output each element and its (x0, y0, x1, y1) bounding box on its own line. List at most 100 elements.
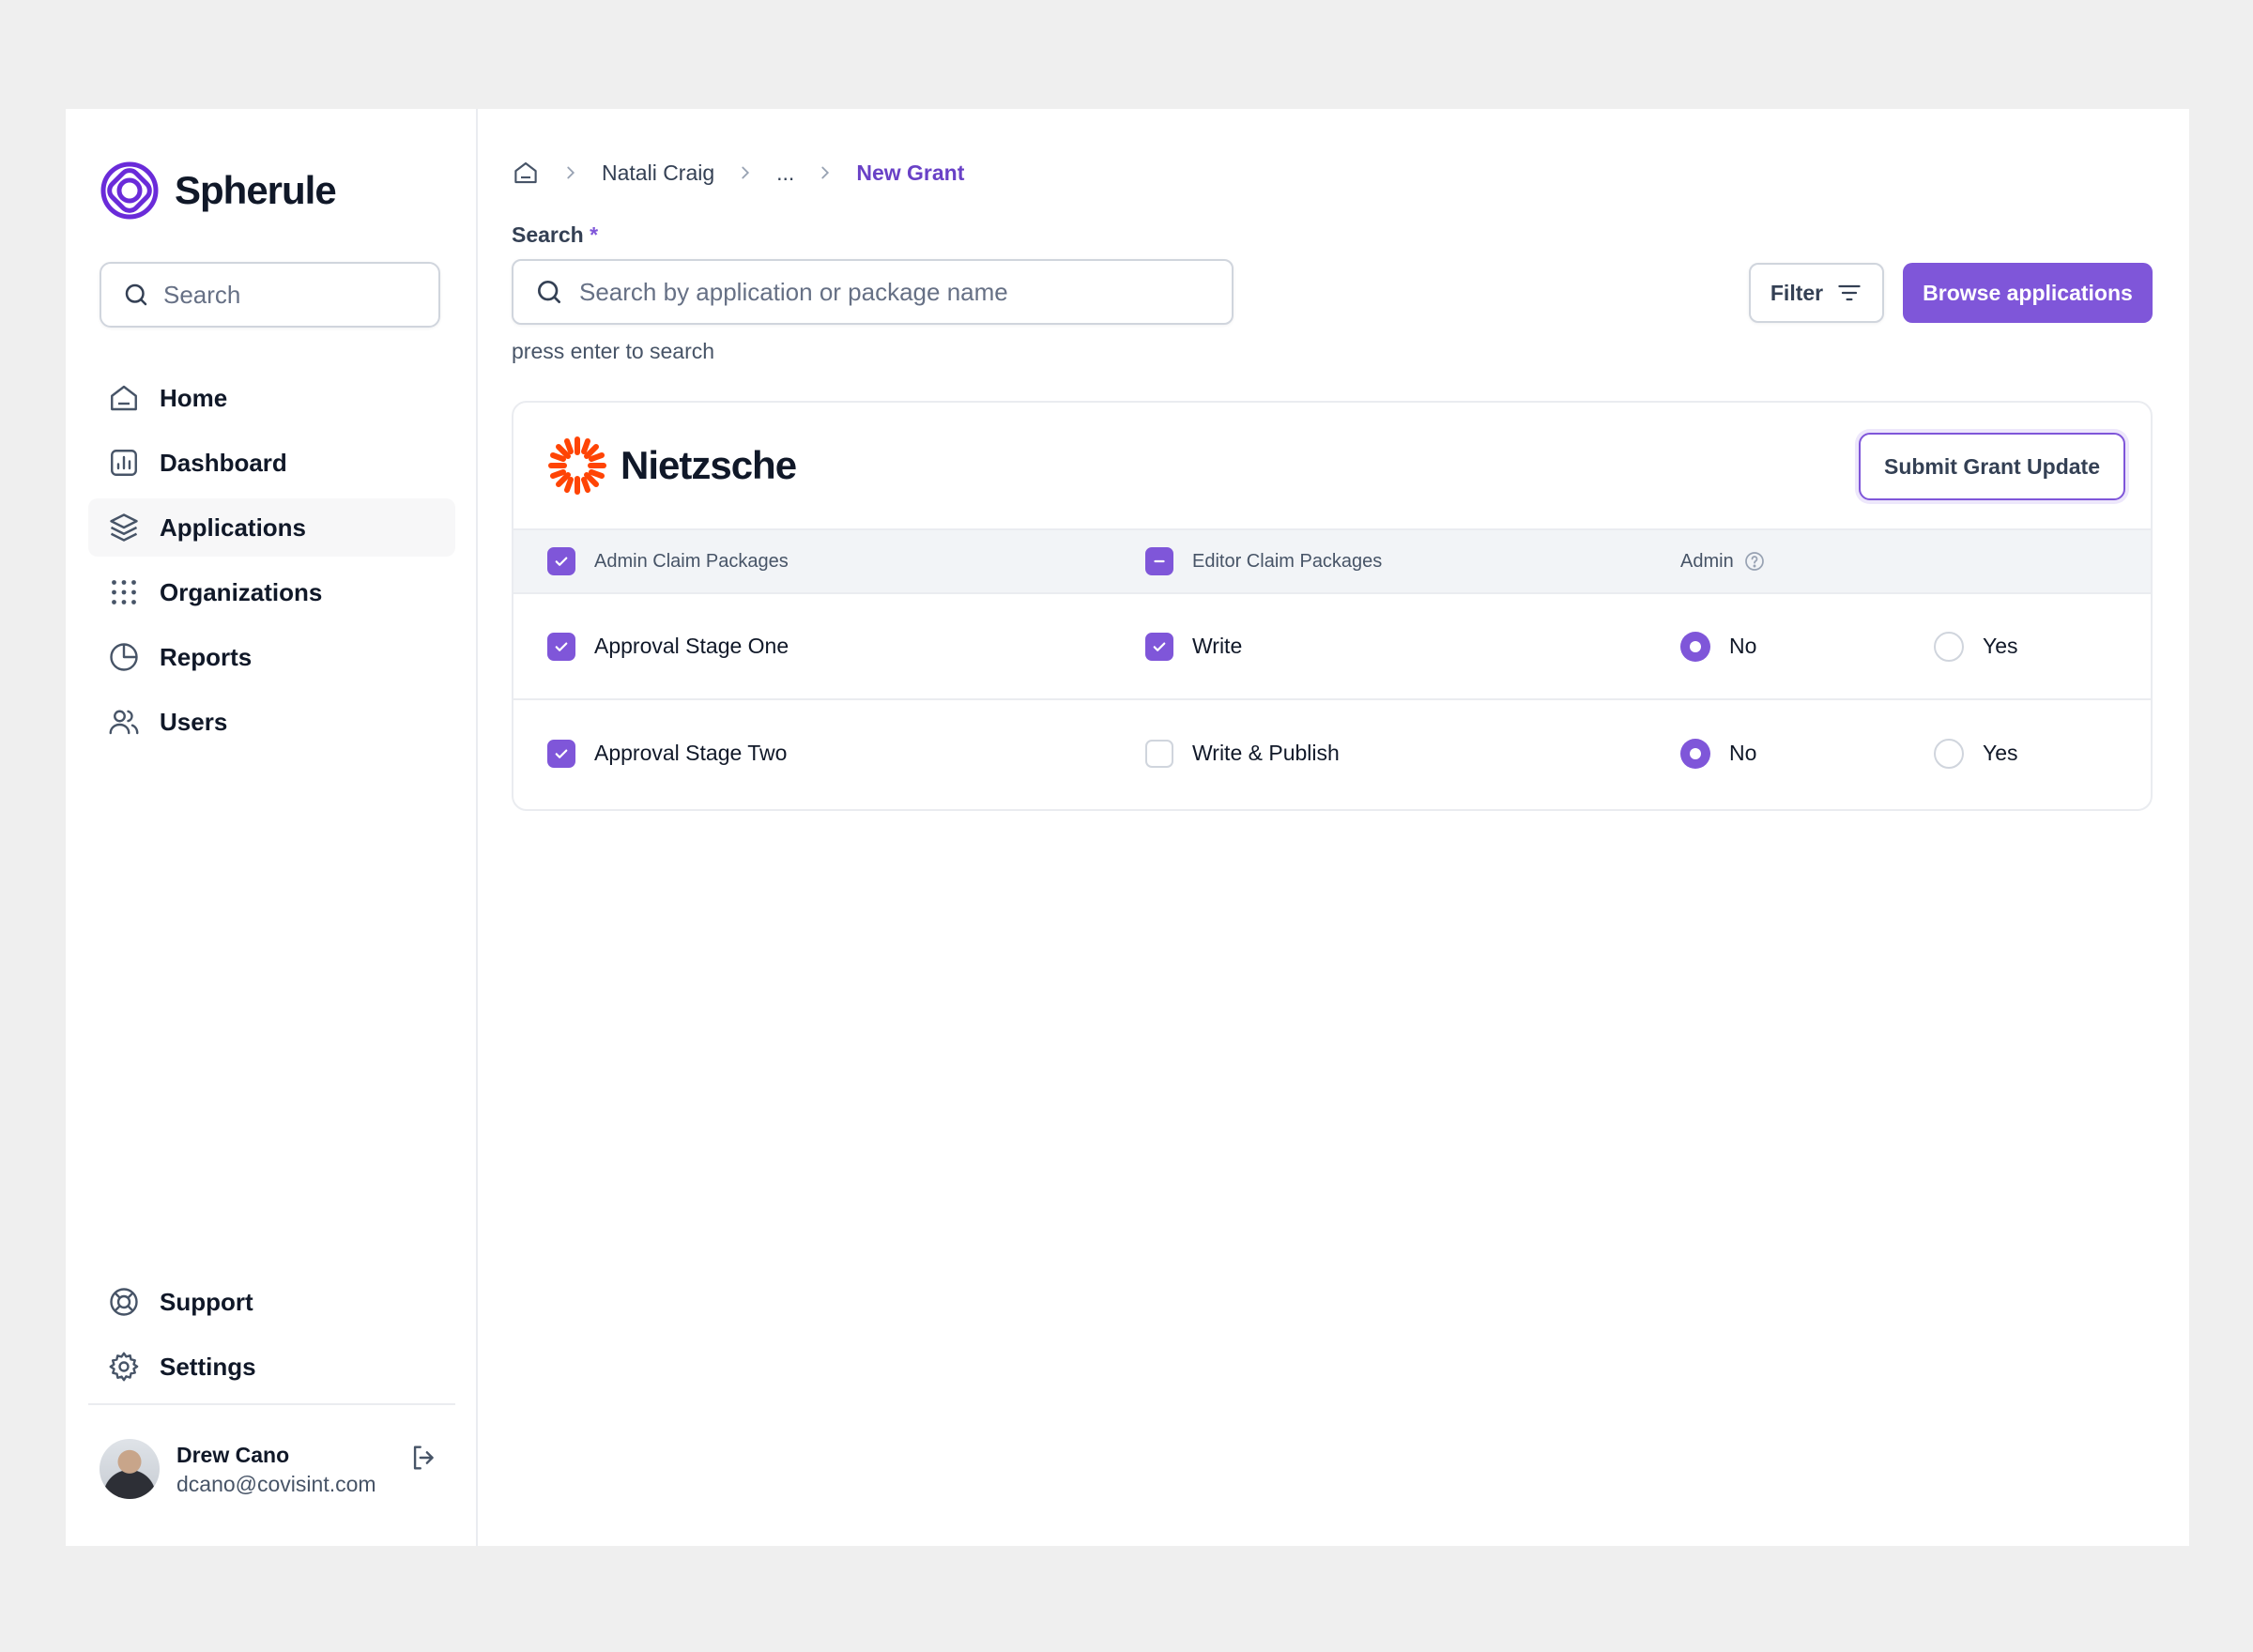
admin-no-radio[interactable] (1680, 738, 1710, 769)
bar-chart-icon (111, 450, 137, 476)
search-hint: press enter to search (512, 339, 715, 363)
table-row: Approval Stage One Write No Yes (513, 594, 2151, 700)
organization: Nietzsche (547, 436, 797, 496)
sidebar-item-dashboard[interactable]: Dashboard (88, 434, 455, 492)
admin-no-radio[interactable] (1680, 631, 1710, 662)
sidebar-item-label: Settings (160, 1352, 256, 1381)
sidebar-item-reports[interactable]: Reports (88, 628, 455, 686)
brand[interactable]: Spherule (100, 161, 337, 221)
sidebar-search[interactable] (100, 262, 440, 328)
sidebar-item-label: Dashboard (160, 448, 287, 477)
user-profile: Drew Cano dcano@covisint.com (100, 1438, 440, 1500)
select-all-admin-checkbox[interactable] (547, 547, 575, 575)
browse-applications-button[interactable]: Browse applications (1903, 263, 2153, 323)
logout-icon[interactable] (408, 1442, 440, 1474)
sidebar-item-home[interactable]: Home (88, 369, 455, 427)
sidebar: Spherule Home Dashboard Applications Org… (66, 109, 478, 1546)
spherule-logo-icon (100, 161, 159, 220)
sidebar-item-label: Applications (160, 512, 307, 542)
chevron-right-icon (821, 166, 830, 179)
organization-name: Nietzsche (621, 443, 797, 487)
search-label: Search * (512, 222, 598, 248)
brand-name: Spherule (175, 168, 337, 212)
grid-dots-icon (112, 580, 136, 604)
admin-package-checkbox[interactable] (547, 632, 575, 661)
admin-package-cell: Approval Stage Two (547, 700, 787, 806)
sidebar-item-support[interactable]: Support (88, 1273, 455, 1331)
sidebar-item-applications[interactable]: Applications (88, 498, 455, 557)
grant-card: Nietzsche Submit Grant Update Admin Clai… (512, 401, 2153, 811)
main-content: Natali Craig ... New Grant Search * pres… (478, 109, 2189, 1546)
filter-lines-icon (1838, 284, 1861, 301)
table-header: Admin Claim Packages Editor Claim Packag… (513, 530, 2151, 594)
editor-package-checkbox[interactable] (1145, 632, 1173, 661)
sidebar-nav: Home Dashboard Applications Organization… (88, 369, 455, 757)
select-all-editor-checkbox[interactable] (1145, 547, 1173, 575)
users-icon (109, 710, 139, 735)
admin-no-option: No (1680, 700, 1756, 806)
admin-package-checkbox[interactable] (547, 739, 575, 768)
nietzsche-logo-icon (548, 436, 606, 495)
gear-icon (109, 1352, 139, 1382)
chevron-right-icon (742, 166, 750, 179)
user-email: dcano@covisint.com (176, 1472, 376, 1496)
check-icon (555, 557, 568, 566)
sidebar-search-input[interactable] (163, 280, 426, 310)
sidebar-item-settings[interactable]: Settings (88, 1338, 455, 1396)
header-label: Admin Claim Packages (594, 550, 789, 572)
admin-yes-radio[interactable] (1934, 631, 1964, 662)
breadcrumb: Natali Craig ... New Grant (512, 154, 964, 191)
search-label-text: Search (512, 222, 584, 247)
check-icon (555, 749, 568, 758)
search-icon (538, 281, 560, 303)
search-icon (125, 283, 147, 306)
sidebar-divider (88, 1403, 455, 1405)
layers-icon (110, 513, 138, 542)
life-buoy-icon (110, 1288, 138, 1316)
editor-package-checkbox[interactable] (1145, 739, 1173, 768)
admin-yes-radio[interactable] (1934, 738, 1964, 769)
user-info: Drew Cano dcano@covisint.com (176, 1440, 376, 1498)
user-name: Drew Cano (176, 1443, 290, 1467)
header-admin: Admin (1680, 530, 1766, 592)
sidebar-item-label: Support (160, 1287, 253, 1316)
breadcrumb-item[interactable]: Natali Craig (602, 160, 715, 185)
breadcrumb-current[interactable]: New Grant (856, 160, 965, 185)
app-window: Spherule Home Dashboard Applications Org… (66, 109, 2189, 1546)
required-mark: * (590, 222, 599, 247)
admin-package-label: Approval Stage One (594, 634, 789, 658)
sidebar-item-label: Users (160, 707, 228, 736)
editor-package-cell: Write (1145, 594, 1242, 698)
admin-package-label: Approval Stage Two (594, 741, 788, 765)
check-icon (555, 642, 568, 651)
editor-package-cell: Write & Publish (1145, 700, 1340, 806)
chevron-right-icon (567, 166, 575, 179)
header-label: Editor Claim Packages (1192, 550, 1383, 572)
package-search-input[interactable] (579, 277, 1218, 307)
sidebar-item-users[interactable]: Users (88, 693, 455, 751)
home-icon[interactable] (512, 159, 540, 187)
sidebar-item-label: Home (160, 383, 228, 412)
help-circle-icon[interactable] (1743, 550, 1766, 573)
pie-chart-icon (110, 643, 138, 671)
radio-label: No (1729, 741, 1757, 765)
admin-no-option: No (1680, 594, 1756, 698)
breadcrumb-ellipsis[interactable]: ... (776, 160, 795, 185)
admin-yes-option: Yes (1934, 700, 2018, 806)
editor-package-label: Write (1192, 634, 1243, 658)
home-icon (111, 385, 137, 411)
admin-yes-option: Yes (1934, 594, 2018, 698)
table-row: Approval Stage Two Write & Publish No Ye… (513, 700, 2151, 806)
radio-label: Yes (1983, 741, 2018, 765)
sidebar-item-label: Reports (160, 642, 253, 671)
filter-label: Filter (1770, 280, 1824, 305)
header-label: Admin (1680, 550, 1734, 572)
avatar[interactable] (100, 1439, 160, 1499)
sidebar-item-organizations[interactable]: Organizations (88, 563, 455, 621)
package-search[interactable] (512, 259, 1234, 325)
submit-grant-update-button[interactable]: Submit Grant Update (1859, 433, 2125, 500)
editor-package-label: Write & Publish (1192, 741, 1340, 765)
filter-button[interactable]: Filter (1749, 263, 1884, 323)
header-admin-claim: Admin Claim Packages (547, 530, 789, 592)
header-editor-claim: Editor Claim Packages (1145, 530, 1382, 592)
